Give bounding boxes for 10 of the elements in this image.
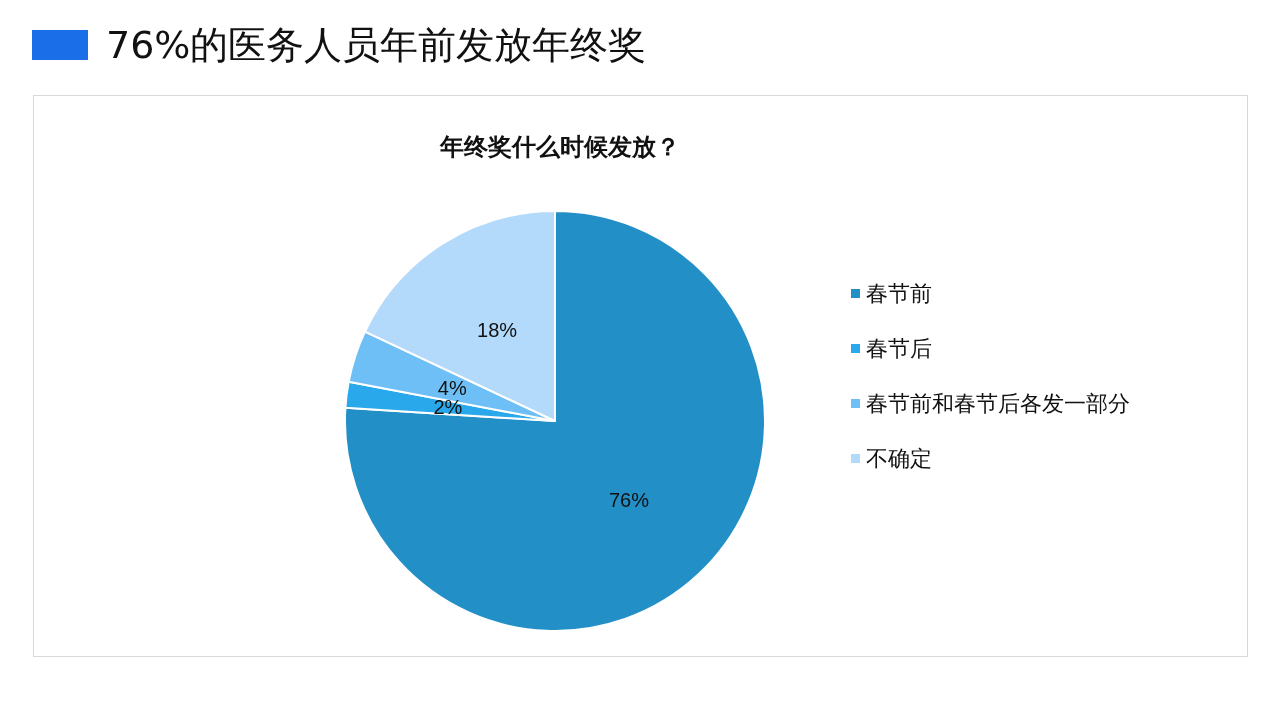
legend-label: 不确定	[866, 446, 932, 471]
data-label: 4%	[437, 376, 467, 399]
legend-label: 春节前和春节后各发一部分	[866, 391, 1130, 416]
chart-title: 76%的医务人员年前发放年终奖	[106, 22, 647, 69]
data-label: 2%	[433, 396, 463, 419]
chart-subtitle: 年终奖什么时候发放？	[439, 133, 680, 161]
legend-label: 春节前	[866, 281, 932, 306]
data-label: 18%	[477, 318, 518, 341]
data-label: 76%	[608, 488, 650, 511]
legend-label: 春节后	[866, 336, 932, 361]
